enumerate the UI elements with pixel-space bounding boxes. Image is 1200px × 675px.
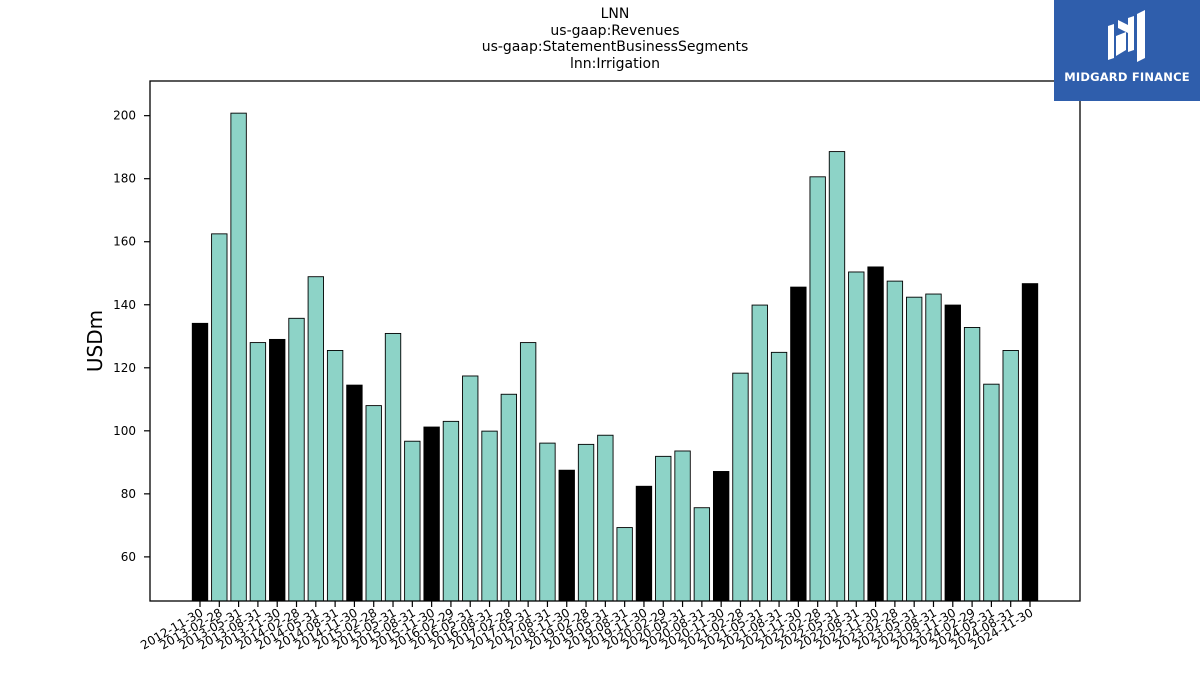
brand-logo: MIDGARD FINANCE — [1054, 0, 1200, 101]
bar-2023-05-31 — [906, 296, 923, 602]
chart-title-line-concept: us-gaap:Revenues — [550, 22, 680, 39]
bar-2015-05-31 — [384, 332, 402, 602]
brand-logo-text: MIDGARD FINANCE — [1064, 70, 1190, 84]
bar-2019-08-31 — [616, 527, 633, 602]
bar-2016-05-31 — [462, 375, 479, 602]
bar-2020-08-31 — [693, 507, 711, 602]
bar-2014-11-30 — [346, 384, 363, 602]
bar-2021-08-31 — [770, 351, 788, 602]
bar-2022-05-31 — [828, 151, 846, 602]
chart-title-line-ticker: LNN — [600, 6, 630, 22]
bar-2020-05-31 — [674, 450, 691, 602]
bar-2019-05-31 — [597, 434, 614, 602]
bar-2014-05-31 — [307, 276, 324, 602]
bar-2015-08-31 — [404, 440, 421, 602]
bar-2015-02-28 — [365, 405, 382, 602]
chart-title: LNN us-gaap:Revenues us-gaap:StatementBu… — [0, 6, 1200, 72]
bar-2024-02-29 — [963, 327, 981, 602]
chart-title-line-axis: us-gaap:StatementBusinessSegments — [481, 39, 749, 55]
bar-2017-05-31 — [519, 342, 537, 602]
bar-2015-11-30 — [423, 426, 440, 602]
bar-2014-02-28 — [288, 317, 305, 602]
bar-2021-02-28 — [732, 372, 749, 602]
bar-2024-11-30 — [1021, 283, 1039, 602]
bar-2017-08-31 — [539, 442, 556, 602]
bar-2024-05-31 — [983, 383, 1000, 602]
bar-2021-05-31 — [751, 304, 768, 602]
bar-2023-08-31 — [925, 293, 942, 602]
plot-frame — [149, 80, 1081, 602]
y-tick-label: 200 — [113, 109, 136, 123]
bar-2021-11-30 — [790, 286, 807, 602]
bar-2023-02-28 — [886, 280, 904, 602]
bar-2022-11-30 — [867, 266, 884, 602]
y-tick-label: 120 — [113, 361, 136, 375]
bar-2022-02-28 — [809, 176, 826, 602]
y-tick-label: 140 — [113, 298, 136, 312]
bar-2023-11-30 — [944, 304, 961, 602]
bar-2024-08-31 — [1002, 350, 1019, 602]
bars-group — [191, 112, 1039, 602]
bar-2016-08-31 — [481, 430, 498, 602]
bar-2013-08-31 — [249, 342, 267, 602]
bar-2017-02-28 — [500, 393, 518, 602]
bar-2013-11-30 — [269, 338, 286, 602]
x-axis: 2012-11-302013-02-282013-05-312013-08-31… — [138, 601, 1036, 652]
midgard-logo-icon — [1108, 10, 1145, 62]
bar-2012-11-30 — [191, 322, 209, 602]
y-axis-label: USDm — [83, 310, 107, 372]
bar-2014-08-31 — [326, 350, 344, 602]
y-tick-label: 100 — [113, 424, 136, 438]
y-tick-label: 60 — [121, 550, 136, 564]
y-tick-label: 160 — [113, 235, 136, 249]
bar-2020-11-30 — [712, 471, 730, 602]
y-axis: 60 80 100 120 140 160 180 200 — [113, 109, 150, 564]
bar-2013-02-28 — [211, 233, 228, 602]
y-tick-label: 80 — [121, 487, 136, 501]
chart-title-line-member: lnn:Irrigation — [570, 55, 660, 72]
bar-2013-05-31 — [230, 112, 247, 602]
bar-2020-02-29 — [655, 455, 672, 602]
bar-2022-08-31 — [848, 271, 865, 602]
y-tick-label: 180 — [113, 172, 136, 186]
bar-2018-11-30 — [558, 469, 575, 602]
bar-2019-11-30 — [635, 485, 653, 602]
bar-2019-02-28 — [577, 443, 595, 602]
bar-2016-02-29 — [442, 420, 460, 602]
